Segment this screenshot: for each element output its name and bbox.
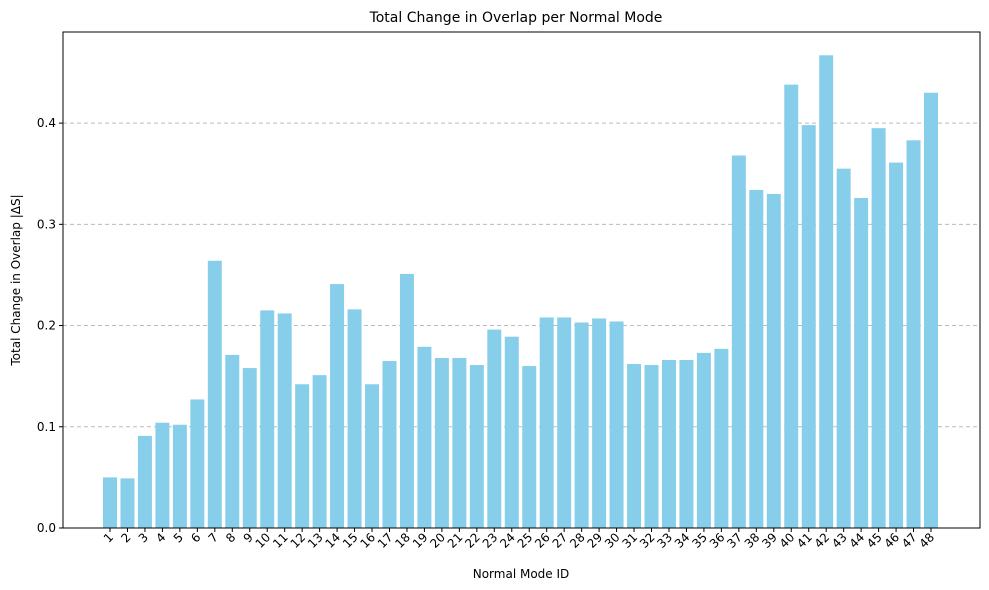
bar-mode-4 (155, 422, 170, 528)
x-tick-label: 8 (223, 530, 238, 545)
bar-mode-33 (661, 359, 676, 528)
bar-mode-21 (452, 357, 467, 528)
x-tick-label: 3 (136, 530, 151, 545)
bar-mode-36 (714, 348, 729, 528)
bar-mode-39 (766, 193, 781, 529)
bar-mode-41 (801, 125, 816, 529)
bar-mode-14 (330, 284, 345, 528)
y-axis-ticks: 0.0 0.1 0.2 0.3 0.4 (37, 116, 63, 535)
plot-frame (62, 31, 981, 529)
x-tick-label: 48 (916, 530, 937, 551)
y-tick-label: 0.2 (37, 319, 56, 333)
bar-mode-47 (906, 140, 921, 528)
bar-mode-17 (382, 360, 397, 528)
bar-mode-15 (347, 309, 362, 528)
bar-mode-31 (627, 364, 642, 528)
bars (103, 55, 938, 529)
x-tick-label: 1 (101, 530, 116, 545)
bar-mode-24 (504, 336, 519, 528)
x-tick-label: 4 (153, 530, 168, 545)
x-tick-label: 5 (171, 530, 186, 545)
y-tick-label: 0.1 (37, 420, 56, 434)
bar-mode-11 (277, 313, 292, 528)
bar-mode-2 (120, 478, 135, 528)
bar-mode-10 (260, 310, 275, 528)
bar-mode-35 (696, 352, 711, 528)
bar-mode-34 (679, 359, 694, 528)
bar-mode-7 (207, 260, 222, 528)
bar-mode-5 (172, 424, 187, 528)
bar-mode-46 (889, 162, 904, 528)
bar-mode-48 (924, 92, 938, 529)
bar-mode-44 (854, 198, 869, 528)
bar-mode-22 (469, 365, 484, 528)
bar-mode-29 (592, 318, 607, 528)
bar-mode-6 (190, 399, 205, 528)
bar-mode-25 (522, 366, 537, 528)
bar-mode-13 (312, 375, 327, 528)
bar-mode-40 (784, 84, 799, 529)
bar-mode-1 (103, 477, 117, 528)
bar-mode-9 (242, 368, 257, 528)
bar-mode-32 (644, 365, 659, 528)
chart-title: Total Change in Overlap per Normal Mode (369, 10, 663, 26)
bar-mode-28 (574, 322, 589, 528)
x-tick-label: 6 (188, 530, 203, 545)
bar-mode-16 (365, 384, 380, 528)
bar-mode-37 (731, 155, 746, 528)
y-tick-label: 0.3 (37, 217, 56, 231)
bar-mode-45 (871, 128, 886, 528)
bar-mode-8 (225, 354, 240, 528)
bar-mode-3 (137, 435, 152, 528)
y-tick-label: 0.4 (37, 116, 56, 130)
bar-mode-26 (539, 317, 554, 528)
bar-mode-38 (749, 189, 764, 528)
x-tick-label: 7 (206, 530, 221, 545)
bar-mode-20 (434, 357, 449, 528)
y-tick-label: 0.0 (37, 521, 56, 535)
bar-mode-30 (609, 321, 624, 528)
bar-mode-27 (557, 317, 572, 528)
bar-mode-42 (819, 55, 834, 529)
bar-mode-43 (836, 168, 851, 528)
bar-mode-18 (399, 273, 414, 528)
x-axis-ticks: 1 2 3 4 5 6 7 8 91011121314151617181920212223242… (101, 528, 937, 551)
x-axis-label: Normal Mode ID (473, 567, 570, 581)
x-tick-label: 2 (118, 530, 133, 545)
bar-mode-12 (295, 384, 310, 528)
bar-mode-19 (417, 346, 432, 528)
y-axis-label: Total Change in Overlap |ΔS| (9, 194, 23, 366)
bar-mode-23 (487, 329, 502, 528)
